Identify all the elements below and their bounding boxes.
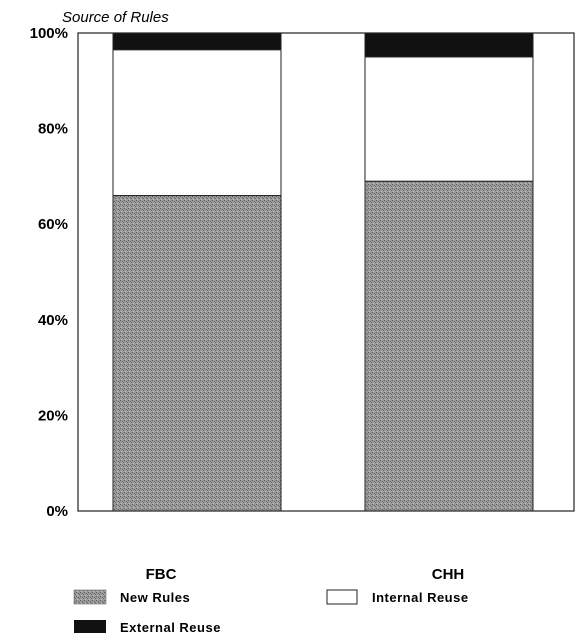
y-tick-label: 0% <box>46 503 68 520</box>
chart-title: Source of Rules <box>62 9 169 26</box>
category-label-fbc: FBC <box>146 566 177 583</box>
bar-fbc-internal-reuse <box>112 49 282 197</box>
bar-fbc-new-rules <box>112 195 282 512</box>
bar-fbc-external-reuse <box>112 32 282 51</box>
legend-label-external-reuse: External Reuse <box>120 620 221 635</box>
legend: New Rules Internal Reuse External Reuse <box>73 589 469 635</box>
legend-label-new-rules: New Rules <box>120 590 190 605</box>
category-label-chh: CHH <box>432 566 465 583</box>
legend-label-internal-reuse: Internal Reuse <box>372 590 469 605</box>
y-tick-label: 40% <box>38 312 68 329</box>
legend-swatch-external-reuse <box>74 620 106 633</box>
y-tick-label: 80% <box>38 121 68 138</box>
y-tick-label: 20% <box>38 407 68 424</box>
bar-chh-external-reuse <box>364 32 534 58</box>
bar-chh-internal-reuse <box>364 56 534 182</box>
y-axis: 0% 20% 40% 60% 80% 100% <box>30 25 68 520</box>
legend-swatch-internal-reuse <box>326 589 358 605</box>
y-tick-label: 100% <box>30 25 68 42</box>
bar-chh-new-rules <box>364 180 534 512</box>
y-tick-label: 60% <box>38 216 68 233</box>
legend-swatch-new-rules <box>73 589 107 605</box>
bars <box>112 32 534 512</box>
